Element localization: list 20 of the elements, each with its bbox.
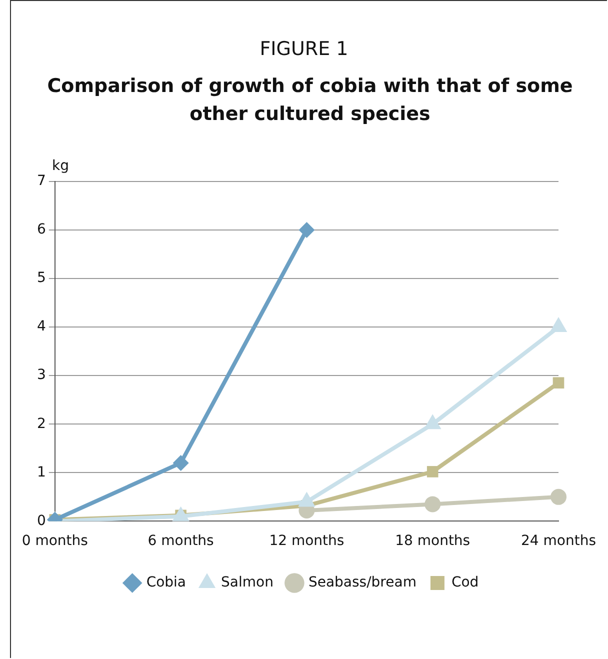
x-tick-label: 0 months — [22, 533, 88, 550]
y-tick-label: 5 — [36, 270, 46, 286]
y-tick-label: 0 — [36, 512, 46, 529]
x-tick-label: 18 months — [395, 533, 470, 550]
y-tick-label: 4 — [36, 318, 46, 335]
x-tick-label: 12 months — [269, 533, 344, 550]
y-tick-label: 1 — [36, 464, 46, 480]
x-tick-label: 24 months — [521, 533, 596, 550]
chart-title: FIGURE 1 — [258, 38, 350, 60]
legend-label: Salmon — [221, 574, 274, 591]
y-tick-label: 2 — [36, 416, 46, 432]
y-tick-label: 7 — [36, 173, 46, 190]
y-axis-title: kg — [52, 158, 69, 174]
legend-label: Seabass/bream — [308, 574, 416, 591]
y-tick-label: 3 — [36, 367, 46, 384]
legend-label: Cobia — [146, 574, 186, 591]
chart-subtitle: Comparison of growth of cobia with that of some other cultured species — [46, 74, 574, 127]
legend-label: Cod — [451, 574, 479, 591]
x-tick-label: 6 months — [148, 533, 214, 550]
y-tick-label: 6 — [36, 222, 46, 238]
